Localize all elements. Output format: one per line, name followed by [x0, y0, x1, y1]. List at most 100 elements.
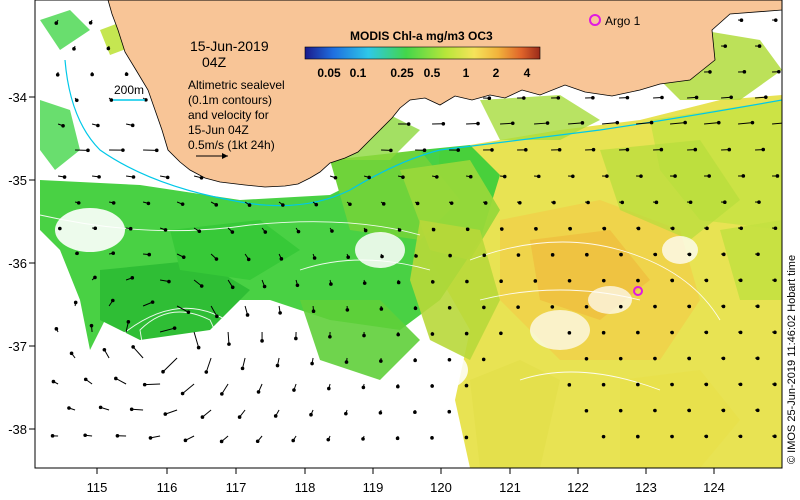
velocity-arrow-head — [465, 227, 470, 232]
velocity-arrow-head — [468, 174, 473, 179]
velocity-arrow-head — [653, 356, 657, 361]
velocity-arrow-head — [464, 383, 469, 388]
velocity-arrow — [193, 331, 200, 348]
credit-text: © IMOS 25-Jun-2019 11:46:02 Hobart time — [786, 255, 798, 464]
velocity-arrow-head — [181, 255, 186, 259]
velocity-arrow-head — [721, 252, 726, 257]
velocity-arrow-head — [721, 356, 726, 361]
velocity-arrow-head — [129, 407, 134, 412]
velocity-arrow-head — [142, 382, 147, 387]
velocity-arrow-head — [247, 203, 252, 207]
velocity-arrow — [131, 408, 144, 411]
velocity-arrow-head — [88, 20, 93, 25]
velocity-arrow-head — [441, 121, 446, 126]
velocity-arrow-head — [777, 69, 781, 74]
velocity-arrow-head — [154, 148, 159, 153]
velocity-arrow-head — [115, 434, 120, 438]
velocity-arrow-head — [346, 255, 350, 260]
velocity-arrow-head — [757, 200, 761, 204]
velocity-arrow — [227, 331, 230, 345]
velocity-arrow-head — [314, 202, 319, 207]
velocity-arrow-head — [761, 147, 766, 152]
velocity-arrow-head — [687, 356, 692, 361]
velocity-arrow-head — [262, 284, 267, 289]
velocity-arrow — [182, 383, 195, 394]
velocity-arrow-head — [456, 148, 461, 152]
velocity-arrow-head — [739, 18, 744, 23]
velocity-arrow-head — [750, 120, 755, 125]
legend-line: 0.5m/s (1kt 24h) — [188, 138, 275, 152]
velocity-arrow — [636, 122, 652, 125]
velocity-arrow-head — [406, 122, 411, 126]
velocity-arrow-head — [545, 121, 550, 125]
velocity-arrow-head — [172, 326, 177, 330]
velocity-arrow-head — [389, 148, 393, 153]
velocity-arrow-head — [601, 278, 606, 283]
velocity-arrow-head — [397, 228, 402, 232]
velocity-arrow-head — [625, 95, 630, 100]
velocity-arrow-head — [131, 175, 136, 179]
y-tick-label: -37 — [8, 339, 27, 354]
velocity-arrow-head — [639, 174, 643, 178]
velocity-arrow-head — [219, 439, 224, 444]
velocity-arrow-head — [180, 391, 185, 396]
velocity-arrow-head — [130, 276, 135, 280]
argo-float-marker-2[interactable] — [633, 286, 643, 296]
colorbar-tick: 0.1 — [350, 66, 367, 80]
velocity-arrow-head — [773, 434, 777, 439]
velocity-arrow-head — [722, 200, 727, 205]
velocity-arrow-head — [499, 331, 503, 336]
velocity-arrow-head — [111, 298, 115, 303]
velocity-arrow-head — [55, 72, 60, 77]
velocity-arrow-head — [93, 275, 97, 280]
velocity-arrow-head — [601, 330, 606, 335]
colorbar-tick: 2 — [493, 66, 500, 80]
velocity-arrow-head — [618, 408, 623, 413]
velocity-arrow-head — [615, 120, 620, 125]
velocity-arrow — [132, 346, 144, 359]
argo-float-marker[interactable] — [589, 14, 601, 26]
velocity-arrow-head — [199, 176, 204, 180]
velocity-arrow-head — [163, 412, 168, 416]
velocity-arrow-head — [653, 252, 658, 257]
velocity-arrow — [534, 122, 548, 125]
x-axis: 115 116 117 118 119 120 121 122 123 124 — [87, 468, 725, 495]
velocity-arrow-head — [773, 226, 778, 231]
velocity-arrow-head — [636, 434, 640, 439]
velocity-arrow-head — [396, 280, 401, 285]
velocity-arrow-head — [605, 174, 609, 178]
isobath-200m — [64, 59, 782, 207]
velocity-arrow-head — [636, 330, 640, 335]
velocity-arrow-head — [330, 229, 334, 233]
velocity-arrow-head — [144, 98, 148, 102]
legend-line: and velocity for — [188, 108, 269, 122]
velocity-arrow-head — [291, 438, 296, 443]
velocity-arrow-head — [121, 148, 125, 152]
velocity-arrow-head — [414, 254, 418, 258]
velocity-arrow-head — [447, 305, 452, 310]
velocity-arrow-head — [620, 200, 625, 205]
colorbar-tick: 0.5 — [424, 66, 441, 80]
velocity-arrow-head — [344, 360, 349, 364]
velocity-arrow-head — [200, 415, 205, 419]
velocity-arrow — [568, 122, 583, 125]
legend-line: 15-Jun 04Z — [188, 123, 249, 137]
velocity-arrow-head — [214, 257, 219, 261]
map-time: 04Z — [202, 54, 227, 70]
velocity-arrow-head — [363, 228, 368, 233]
velocity-arrow-head — [742, 70, 747, 74]
x-tick-label: 118 — [295, 480, 316, 495]
velocity-arrow-head — [738, 278, 743, 283]
velocity-arrow-head — [415, 201, 420, 206]
x-tick-label: 115 — [87, 480, 108, 495]
velocity-arrow-head — [533, 279, 538, 283]
velocity-arrow-head — [73, 300, 78, 305]
velocity-arrow-head — [741, 174, 746, 178]
velocity-arrow-head — [279, 257, 284, 261]
velocity-arrow — [162, 357, 178, 373]
velocity-arrow-head — [550, 305, 555, 309]
velocity-arrow-head — [756, 304, 760, 309]
velocity-arrow-head — [571, 174, 575, 179]
velocity-arrow-head — [54, 327, 59, 331]
velocity-arrow-head — [447, 409, 452, 414]
